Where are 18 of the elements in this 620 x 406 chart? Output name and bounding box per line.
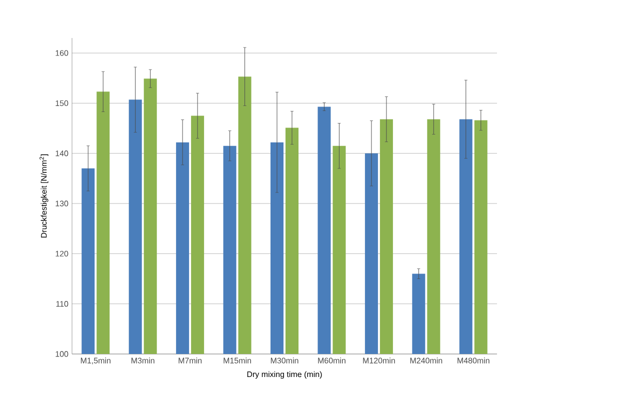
y-axis-title: Druckfestigkeit [N/mm$^{2}$] — [40, 154, 48, 238]
x-tick-label: M7min — [178, 358, 202, 364]
x-tick-label: M3min — [132, 358, 154, 364]
x-tick-label: M60min — [318, 358, 346, 364]
x-tick-label: M240min — [410, 358, 442, 364]
x-tick-label: M480min — [458, 358, 490, 364]
y-tick-label: 160 — [56, 50, 68, 56]
y-tick-label: 110 — [56, 301, 68, 307]
y-tick-label: 100 — [56, 351, 68, 357]
x-tick-label: M1,5min — [80, 358, 110, 364]
x-tick-label: M15min — [224, 358, 251, 364]
y-tick-label: 140 — [56, 150, 68, 156]
x-tick-label: M120min — [363, 358, 395, 364]
y-tick-label: 120 — [56, 250, 68, 257]
x-axis-title: Dry mixing time (min) — [247, 371, 322, 379]
y-tick-label: 150 — [56, 100, 68, 106]
y-tick-label: 130 — [56, 200, 68, 206]
x-tick-label: M30min — [270, 358, 298, 364]
